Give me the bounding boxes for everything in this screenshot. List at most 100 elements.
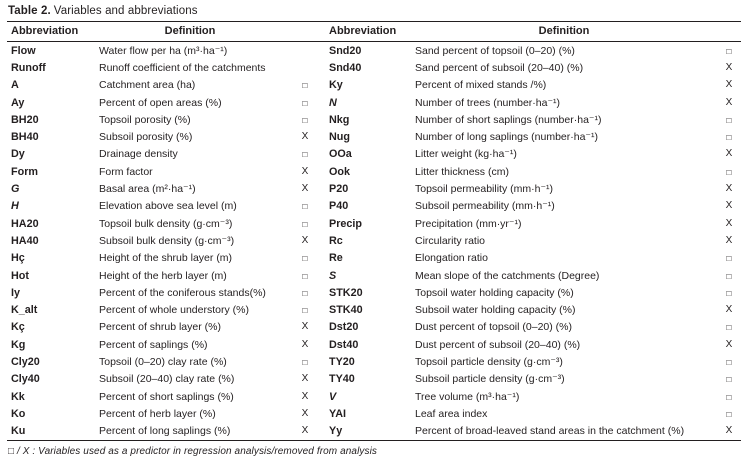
definition-cell-right: Topsoil water holding capacity (%) (415, 286, 574, 299)
marker-cell-right: □ (726, 391, 732, 402)
definition-cell-left: Subsoil bulk density (g·cm⁻³) (99, 234, 235, 247)
marker-cell-right: X (725, 79, 733, 91)
definition-cell-right: Litter thickness (cm) (415, 165, 509, 178)
table-row: Flow Water flow per ha (m³·ha⁻¹) Snd20 Sand… (7, 42, 741, 60)
marker-cell-left: □ (302, 80, 308, 91)
marker-cell-right: □ (726, 356, 732, 367)
marker-cell-right: □ (726, 166, 732, 177)
definition-cell-right: Subsoil permeability (mm·h⁻¹) (415, 200, 555, 213)
table-row: G Basal area (m²·ha⁻¹) X P20 Topsoil permeab… (7, 180, 741, 197)
table-caption-text: Variables and abbreviations (53, 5, 198, 17)
marker-cell-left: □ (302, 201, 308, 212)
marker-cell-right: □ (726, 45, 732, 56)
definition-cell-right: Circularity ratio (415, 234, 486, 247)
abbreviation-cell-left: Cly40 (11, 373, 40, 386)
definition-cell-right: Number of long saplings (number·ha⁻¹) (415, 131, 598, 144)
marker-cell-left: X (301, 321, 309, 333)
marker-cell-left: □ (302, 287, 308, 298)
marker-cell-right: X (725, 148, 733, 160)
table-row: Kk Percent of short saplings (%) X V Tree vo… (7, 388, 741, 405)
abbreviation-cell-left: BH20 (11, 113, 39, 126)
marker-cell-left: X (301, 425, 309, 437)
marker-cell-right: □ (726, 132, 732, 143)
definition-cell-right: Tree volume (m³·ha⁻¹) (415, 390, 520, 403)
table-row: Hç Height of the shrub layer (m) □ Re Elonga… (7, 250, 741, 267)
marker-cell-left: □ (302, 356, 308, 367)
table-body: Flow Water flow per ha (m³·ha⁻¹) Snd20 Sand… (7, 42, 741, 441)
header-marker-right (717, 22, 741, 42)
abbreviation-cell-left: Hot (11, 269, 29, 282)
marker-cell-left (285, 42, 325, 60)
definition-cell-left: Height of the shrub layer (m) (99, 252, 233, 265)
definition-cell-left: Topsoil bulk density (g·cm⁻³) (99, 217, 233, 230)
marker-cell-right: X (725, 217, 733, 229)
header-abbreviation-right: Abbreviation (329, 25, 397, 37)
marker-cell-right: X (725, 234, 733, 246)
definition-cell-left: Percent of shrub layer (%) (99, 321, 221, 334)
marker-cell-right: □ (726, 408, 732, 419)
marker-cell-right: □ (726, 253, 732, 264)
definition-cell-right: Subsoil water holding capacity (%) (415, 304, 576, 317)
table-row: Hot Height of the herb layer (m) □ S Mean sl… (7, 267, 741, 284)
marker-cell-left: □ (302, 97, 308, 108)
definition-cell-left: Height of the herb layer (m) (99, 269, 227, 282)
table-footnote: □ / X : Variables used as a predictor in… (8, 445, 378, 457)
abbreviation-cell-right: STK20 (329, 286, 363, 299)
abbreviation-cell-left: HA40 (11, 234, 39, 247)
abbreviation-cell-right: YAI (329, 407, 347, 420)
marker-cell-left: □ (302, 305, 308, 316)
table-row: Runoff Runoff coefficient of the catchmen… (7, 59, 741, 76)
table-row: Iy Percent of the coniferous stands(%) □ ST… (7, 284, 741, 301)
table-row: HA20 Topsoil bulk density (g·cm⁻³) □ Precip… (7, 215, 741, 232)
marker-cell-left: □ (302, 253, 308, 264)
definition-cell-left: Basal area (m²·ha⁻¹) (99, 183, 196, 196)
table-row: Kç Percent of shrub layer (%) X Dst20 Dust p… (7, 319, 741, 336)
abbreviation-cell-right: Rc (329, 234, 343, 247)
table-row: Kg Percent of saplings (%) X Dst40 Dust perc… (7, 336, 741, 353)
definition-cell-right: Sand percent of topsoil (0–20) (%) (415, 44, 575, 57)
definition-cell-right: Topsoil particle density (g·cm⁻³) (415, 355, 563, 368)
definition-cell-left: Water flow per ha (m³·ha⁻¹) (99, 44, 228, 57)
definition-cell-left: Percent of short saplings (%) (99, 390, 234, 403)
abbreviation-cell-right: Snd20 (329, 44, 362, 57)
marker-cell-right: □ (726, 270, 732, 281)
definition-cell-left: Subsoil porosity (%) (99, 131, 193, 144)
abbreviation-cell-right: P20 (329, 183, 349, 196)
marker-cell-left: □ (302, 149, 308, 160)
table-row: A Catchment area (ha) □ Ky Percent of mixed … (7, 77, 741, 94)
marker-cell-left: X (301, 338, 309, 350)
marker-cell-right: □ (726, 114, 732, 125)
table-row: Cly40 Subsoil (20–40) clay rate (%) X TY40 S… (7, 371, 741, 388)
abbreviation-cell-right: OOa (329, 148, 352, 161)
abbreviation-cell-right: Precip (329, 217, 363, 230)
marker-cell-left: X (301, 234, 309, 246)
header-marker-left (285, 22, 325, 42)
abbreviation-cell-left: Iy (11, 286, 21, 299)
marker-cell-left: X (301, 407, 309, 419)
abbreviation-cell-left: H (11, 200, 19, 213)
marker-cell-left: X (301, 373, 309, 385)
definition-cell-left: Percent of saplings (%) (99, 338, 208, 351)
marker-cell-left: X (301, 131, 309, 143)
definition-cell-right: Precipitation (mm·yr⁻¹) (415, 217, 522, 230)
abbreviation-cell-left: Ay (11, 96, 25, 109)
table-row: K_alt Percent of whole understory (%) □ STK… (7, 301, 741, 318)
abbreviation-cell-left: Ku (11, 425, 26, 438)
abbreviation-cell-right: V (329, 390, 337, 403)
marker-cell-right: X (725, 425, 733, 437)
abbreviation-cell-right: Dst40 (329, 338, 359, 351)
definition-cell-right: Leaf area index (415, 407, 488, 420)
abbreviation-cell-right: Ky (329, 79, 343, 92)
marker-cell-left: X (301, 165, 309, 177)
abbreviation-cell-left: Dy (11, 148, 25, 161)
abbreviation-cell-left: A (11, 79, 19, 92)
definition-cell-right: Dust percent of topsoil (0–20) (%) (415, 321, 572, 334)
table-row: BH20 Topsoil porosity (%) □ Nkg Number of sh… (7, 111, 741, 128)
definition-cell-right: Dust percent of subsoil (20–40) (%) (415, 338, 581, 351)
marker-cell-right: □ (726, 322, 732, 333)
marker-cell-left: □ (302, 218, 308, 229)
abbreviation-cell-left: K_alt (11, 304, 38, 317)
abbreviation-cell-left: BH40 (11, 131, 39, 144)
abbreviation-cell-right: TY40 (329, 373, 355, 386)
